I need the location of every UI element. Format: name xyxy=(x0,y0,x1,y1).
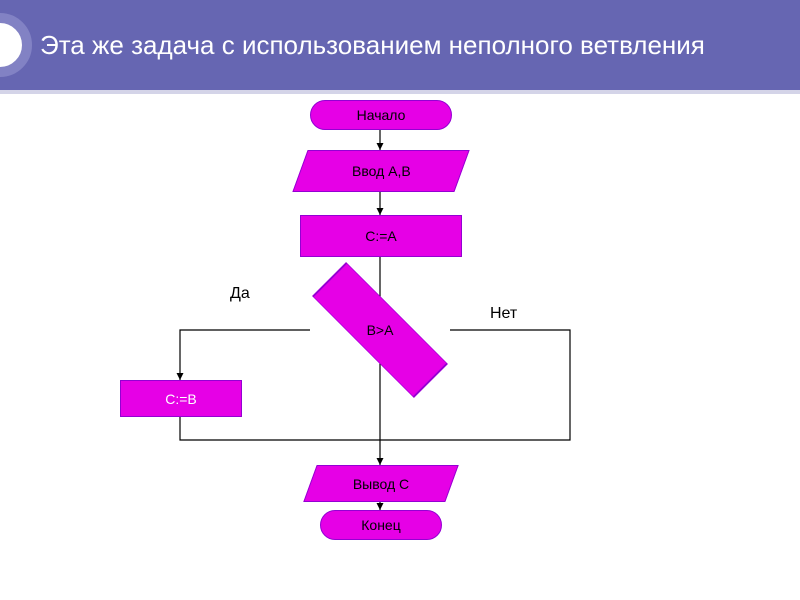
node-end-label: Конец xyxy=(361,517,400,533)
branch-label-yes: Да xyxy=(230,285,250,303)
node-assign-a-label: С:=А xyxy=(365,228,397,244)
node-decision: В>А xyxy=(340,290,420,370)
node-end: Конец xyxy=(320,510,442,540)
node-assign-a: С:=А xyxy=(300,215,462,257)
flowchart-canvas: Начало Ввод А,В С:=А В>А С:=В Вывод С Ко… xyxy=(0,90,800,600)
header-bullet-icon xyxy=(0,13,32,77)
node-input-label: Ввод А,В xyxy=(352,163,411,179)
node-output: Вывод С xyxy=(303,465,458,502)
node-input: Ввод А,В xyxy=(292,150,469,192)
node-assign-b-label: С:=В xyxy=(165,391,197,407)
node-start-label: Начало xyxy=(357,107,406,123)
slide-header: Эта же задача с использованием неполного… xyxy=(0,0,800,90)
slide-title: Эта же задача с использованием неполного… xyxy=(40,29,705,62)
node-assign-b: С:=В xyxy=(120,380,242,417)
node-output-label: Вывод С xyxy=(353,476,409,492)
node-decision-label: В>А xyxy=(367,322,394,338)
node-start: Начало xyxy=(310,100,452,130)
branch-label-no: Нет xyxy=(490,305,517,323)
